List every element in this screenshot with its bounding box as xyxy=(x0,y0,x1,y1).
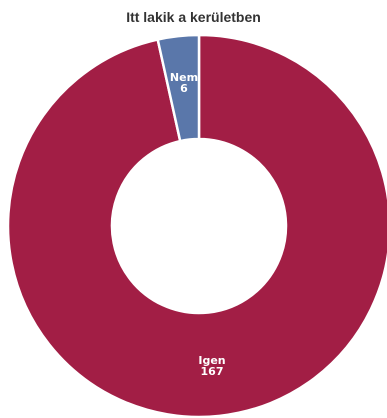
slice-value-igen: 167 xyxy=(201,365,224,378)
chart-title: Itt lakik a kerületben xyxy=(126,9,261,25)
slice-label-igen: Igen xyxy=(198,354,225,367)
slice-igen xyxy=(6,33,387,418)
slice-label-nem: Nem xyxy=(170,71,198,84)
slice-nem xyxy=(156,33,201,143)
slice-value-nem: 6 xyxy=(180,82,188,95)
